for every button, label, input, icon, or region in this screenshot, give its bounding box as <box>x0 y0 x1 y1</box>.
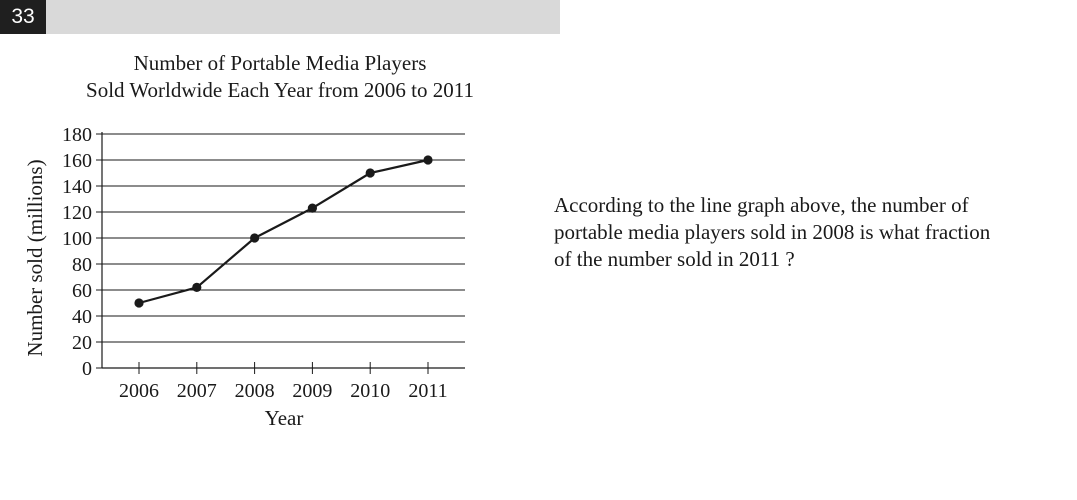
grid-layer <box>102 133 465 343</box>
y-tick-label: 20 <box>72 332 92 354</box>
x-tick-label: 2010 <box>350 380 390 402</box>
x-axis-label: Year <box>265 406 304 430</box>
y-tick-label: 0 <box>82 358 92 380</box>
data-point <box>365 168 375 178</box>
y-tick-label: 40 <box>72 306 92 328</box>
data-layer <box>134 155 433 308</box>
data-point <box>423 155 433 165</box>
question-line-3: of the number sold in 2011 ? <box>554 247 795 271</box>
chart-title-line-1: Number of Portable Media Players <box>133 51 427 75</box>
x-tick-label: 2006 <box>119 380 159 402</box>
y-tick-label: 160 <box>62 150 92 172</box>
data-point <box>134 298 144 308</box>
y-tick-label: 100 <box>62 228 92 250</box>
chart-title: Number of Portable Media Players Sold Wo… <box>40 50 520 104</box>
question-header-bar <box>0 0 560 34</box>
question-line-2: portable media players sold in 2008 is w… <box>554 220 991 244</box>
y-tick-label: 180 <box>62 124 92 146</box>
chart-title-line-2: Sold Worldwide Each Year from 2006 to 20… <box>86 78 474 102</box>
y-tick-label: 120 <box>62 202 92 224</box>
y-tick-label: 60 <box>72 280 92 302</box>
question-number-badge: 33 <box>0 0 46 34</box>
data-point <box>307 203 317 213</box>
question-line-1: According to the line graph above, the n… <box>554 193 969 217</box>
data-point <box>250 233 260 243</box>
series-line <box>138 158 429 305</box>
y-tick-label: 140 <box>62 176 92 198</box>
x-tick-label: 2007 <box>177 380 217 402</box>
axis-layer: 0 20 40 60 80 100 120 140 160 180 2006 2007 2008 2009… <box>62 124 465 402</box>
data-point <box>192 282 202 292</box>
x-tick-label: 2011 <box>408 380 447 402</box>
line-chart: 0 20 40 60 80 100 120 140 160 180 2006 2007 2008 2009… <box>23 124 465 430</box>
y-tick-label: 80 <box>72 254 92 276</box>
x-tick-label: 2008 <box>235 380 275 402</box>
y-axis-label: Number sold (millions) <box>23 159 47 356</box>
x-tick-label: 2009 <box>292 380 332 402</box>
question-text: According to the line graph above, the n… <box>554 192 1064 273</box>
